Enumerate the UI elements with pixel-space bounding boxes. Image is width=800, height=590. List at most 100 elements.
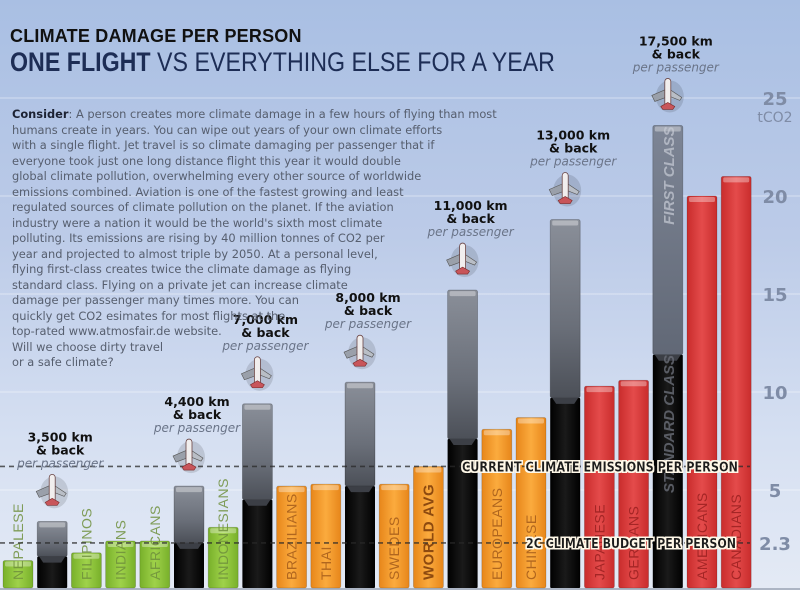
y-unit-label: tCO2 (757, 110, 792, 126)
plane-tail (249, 380, 265, 389)
consider-line: regulated sources of climate pollution o… (12, 200, 394, 214)
bar-label: FILIPINOS (78, 508, 94, 580)
flight-segment (173, 485, 205, 544)
bar-world-avg (412, 466, 444, 589)
bar-germans (618, 379, 649, 589)
flight-distance-label: 17,500 km (639, 33, 713, 48)
per-passenger-label: per passenger (221, 339, 309, 353)
subtitle-rest: VS EVERYTHING ELSE FOR A YEAR (150, 47, 555, 77)
country-bar: BRAZILIANS (276, 485, 308, 589)
reference-label-budget: 2C CLIMATE BUDGET PER PERSON (526, 537, 736, 552)
bar-highlight (552, 220, 579, 226)
consider-line: polluting. Its emissions are rising by 4… (12, 231, 385, 245)
bar-label: BRAZILIANS (284, 493, 300, 580)
flight-return-label: & back (446, 211, 495, 226)
y-tick-label: 25 (762, 89, 787, 110)
y-tick-label: 5 (769, 481, 782, 502)
flight-return-label: & back (344, 303, 393, 318)
bar-label: AMERICANS (694, 492, 710, 580)
per-passenger-label: per passenger (16, 456, 104, 470)
base-segment (345, 486, 375, 588)
consider-line: standard class. Flying on a private jet … (12, 277, 348, 292)
flight-return-label: & back (173, 407, 222, 422)
base-segment (447, 439, 478, 588)
flight-segment (241, 403, 273, 501)
y-tick-label: 20 (762, 187, 787, 208)
bar-highlight (654, 126, 681, 132)
bar-label: INDONESIANS (215, 478, 231, 580)
first-class-label: FIRST CLASS (661, 126, 678, 224)
per-passenger-label: per passenger (529, 155, 617, 169)
flight-return-label: & back (36, 442, 85, 457)
consider-line: Consider: A person creates more climate … (12, 107, 497, 121)
bar-highlight (415, 467, 442, 473)
flight-distance-label: 11,000 km (434, 198, 508, 213)
bar-highlight (5, 561, 31, 567)
per-passenger-label: per passenger (632, 60, 720, 74)
bar-nepalese (2, 560, 34, 589)
y-tick-label: 2.3 (759, 534, 791, 555)
consider-line: quickly get CO2 esimates for most flight… (12, 308, 286, 323)
bar-highlight (278, 487, 305, 493)
country-bar: INDONESIANS (207, 478, 239, 589)
bar-indonesians (207, 526, 239, 589)
bar-highlight (244, 404, 271, 410)
plane-icon (446, 242, 479, 278)
bar-label: CANADIANS (728, 494, 744, 580)
bar-africans (139, 540, 171, 589)
plane-icon (240, 356, 274, 391)
bar-highlight (723, 177, 750, 183)
bar-highlight (620, 381, 647, 387)
country-bar: INDIANS (105, 520, 136, 589)
bar-chinese (515, 417, 547, 589)
chart-subtitle: ONE FLIGHT VS EVERYTHING ELSE FOR A YEAR (10, 47, 555, 78)
bar-canadians (720, 175, 752, 589)
bar-label: CHINESE (523, 514, 539, 580)
flight-distance-label: 13,000 km (536, 128, 610, 143)
country-bar: AMERICANS (686, 195, 718, 589)
country-bar: THAI (310, 483, 342, 589)
bar-europeans (481, 428, 513, 589)
bar-label: THAI (318, 546, 334, 580)
consider-lead: Consider (12, 107, 69, 121)
reference-lines: CURRENT CLIMATE EMISSIONS PER PERSON 2C C… (0, 460, 750, 552)
country-bar: AFRICANS (139, 505, 171, 589)
consider-line: humans create in years. You can wipe out… (12, 122, 443, 137)
bar-bevel (449, 439, 476, 446)
consider-line: or a safe climate? (12, 355, 114, 369)
plane-tail (44, 498, 60, 506)
plane-icon (651, 78, 684, 113)
plane-tail (352, 358, 368, 367)
country-bar: FILIPINOS (71, 508, 102, 589)
per-passenger-label: per passenger (324, 317, 412, 331)
standard-class-label: STANDARD CLASS (661, 355, 678, 493)
bar-brazilians (276, 485, 308, 589)
country-bar: EUROPEANS (481, 428, 513, 589)
bar-bevel (176, 542, 202, 549)
flight-bar (549, 219, 581, 588)
bar-label: WORLD AVG (420, 484, 437, 580)
flight-bar (241, 403, 273, 588)
flight-bar (36, 520, 68, 588)
flight-bar (173, 485, 205, 588)
per-passenger-label: per passenger (427, 225, 515, 239)
bar-japanese (584, 385, 615, 589)
base-segment (242, 499, 273, 588)
flight-return-label: & back (549, 141, 598, 156)
flight-bar (447, 289, 479, 588)
bar-bevel (347, 486, 373, 493)
flight-segment (344, 381, 376, 487)
y-tick-label: 10 (762, 383, 787, 404)
bar-highlight (176, 487, 202, 493)
subtitle-bold: ONE FLIGHT (10, 47, 151, 77)
y-tick-label: 15 (762, 285, 787, 306)
base-segment (174, 542, 204, 588)
bar-bevel (39, 556, 66, 563)
flight-segment (447, 289, 479, 440)
plane-tail (660, 102, 676, 110)
flight-bar (344, 381, 376, 588)
plane-icon (172, 438, 205, 474)
bar-label: JAPANESE (591, 504, 607, 580)
consider-line: Will we choose dirty travel (12, 339, 164, 354)
